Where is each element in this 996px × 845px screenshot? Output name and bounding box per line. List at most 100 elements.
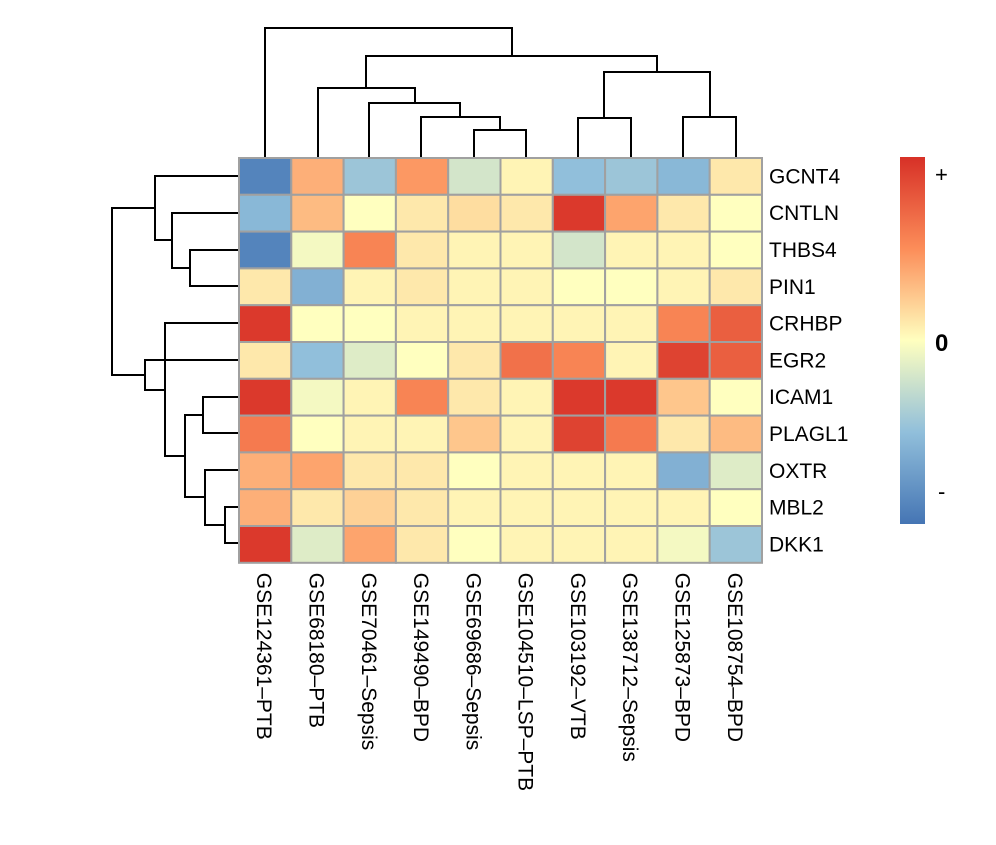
column-label: GSE70461–Sepsis	[357, 573, 380, 750]
heatmap-cell	[604, 451, 659, 491]
column-dendrogram-branch	[473, 129, 527, 158]
heatmap-cell	[708, 304, 764, 344]
legend-mid-label: 0	[935, 330, 948, 357]
heatmap-cell	[656, 341, 711, 380]
heatmap-cell	[499, 525, 554, 564]
heatmap-cell	[551, 157, 607, 196]
heatmap-cell	[708, 414, 764, 454]
heatmap-cell	[447, 525, 502, 564]
heatmap-cells	[238, 157, 764, 564]
heatmap-cell	[290, 193, 345, 233]
row-dendrogram-branch	[171, 212, 238, 269]
heatmap-cell	[551, 341, 607, 380]
heatmap-cell	[656, 304, 711, 344]
row-label: ICAM1	[769, 386, 833, 409]
heatmap-cell	[238, 451, 293, 491]
heatmap-cell	[238, 304, 293, 344]
column-dendrogram-branch	[577, 117, 632, 158]
heatmap-cell	[290, 377, 345, 417]
column-label: GSE124361–PTB	[252, 573, 275, 740]
row-labels: GCNT4 CNTLN THBS4 PIN1 CRHBP EGR2 ICAM1 PLAGL1 O…	[769, 165, 848, 556]
row-dendrogram-branch	[154, 175, 238, 241]
column-dendrogram-branch	[603, 71, 711, 118]
heatmap-cell	[290, 341, 345, 380]
heatmap-cell	[447, 157, 502, 196]
column-label: GSE149490–BPD	[409, 573, 432, 742]
heatmap-cell	[499, 193, 554, 233]
heatmap-cell	[656, 377, 711, 417]
heatmap-cell	[551, 193, 607, 233]
heatmap-cell	[499, 341, 554, 380]
row-dendrogram-branch	[111, 207, 155, 376]
heatmap-cell	[656, 451, 711, 491]
column-dendrogram-branch	[420, 116, 501, 158]
heatmap-cell	[394, 304, 450, 344]
row-label: CRHBP	[769, 313, 843, 336]
column-dendrogram-branch	[682, 116, 737, 158]
heatmap-cell	[499, 304, 554, 344]
column-label: GSE68180–PTB	[304, 573, 327, 728]
heatmap-cell	[708, 193, 764, 233]
heatmap-cell	[342, 267, 397, 307]
column-label: GSE103192–VTB	[566, 573, 589, 740]
heatmap-cell	[342, 193, 397, 233]
heatmap-cell	[342, 230, 397, 270]
heatmap-cell	[708, 341, 764, 380]
column-label: GSE108754–BPD	[723, 573, 746, 742]
heatmap-cell	[499, 230, 554, 270]
heatmap-cell	[656, 525, 711, 564]
row-label: CNTLN	[769, 202, 839, 225]
heatmap-cell	[447, 451, 502, 491]
row-label: GCNT4	[769, 165, 840, 188]
row-label: PLAGL1	[769, 423, 848, 446]
heatmap-cell	[394, 488, 450, 528]
heatmap-cell	[499, 451, 554, 491]
heatmap-cell	[342, 157, 397, 196]
heatmap-cell	[290, 414, 345, 454]
heatmap-cell	[708, 488, 764, 528]
heatmap-cell	[342, 341, 397, 380]
heatmap-cell	[604, 157, 659, 196]
heatmap-cell	[342, 451, 397, 491]
heatmap-cell	[290, 451, 345, 491]
heatmap-cell	[708, 267, 764, 307]
heatmap-cell	[656, 488, 711, 528]
column-dendrogram-branch	[317, 87, 416, 158]
heatmap-cell	[238, 525, 293, 564]
heatmap-cell	[394, 414, 450, 454]
column-label: GSE69686–Sepsis	[461, 573, 484, 750]
heatmap-cell	[708, 377, 764, 417]
heatmap-cell	[656, 267, 711, 307]
column-dendrogram-branch	[264, 27, 513, 158]
heatmap-cell	[708, 525, 764, 564]
heatmap-cell	[290, 488, 345, 528]
column-labels: GSE124361–PTB GSE68180–PTB GSE70461–Sepsis…	[252, 573, 746, 791]
heatmap-cell	[604, 414, 659, 454]
heatmap-cell	[290, 525, 345, 564]
heatmap-cell	[238, 488, 293, 528]
row-dendrogram-branch	[164, 322, 238, 457]
heatmap-cell	[656, 414, 711, 454]
heatmap-cell	[604, 341, 659, 380]
legend-bottom-label: -	[938, 479, 945, 504]
heatmap-cell	[499, 267, 554, 307]
heatmap-cell	[238, 377, 293, 417]
heatmap-cell	[604, 230, 659, 270]
row-label: DKK1	[769, 533, 824, 556]
legend-top-label: +	[935, 162, 948, 187]
row-label: PIN1	[769, 276, 816, 299]
row-dendrogram-branch	[202, 396, 238, 434]
heatmap-cell	[290, 267, 345, 307]
heatmap-cell	[290, 230, 345, 270]
heatmap-cell	[551, 267, 607, 307]
heatmap-cell	[708, 451, 764, 491]
heatmap-cell	[499, 414, 554, 454]
heatmap-cell	[238, 414, 293, 454]
row-dendrogram-branch	[189, 249, 238, 287]
heatmap-cell	[394, 230, 450, 270]
heatmap-cell	[656, 193, 711, 233]
column-dendrogram	[264, 27, 737, 158]
heatmap-cell	[394, 341, 450, 380]
heatmap-cell	[604, 193, 659, 233]
column-label: GSE104510–LSP–PTB	[514, 573, 537, 791]
